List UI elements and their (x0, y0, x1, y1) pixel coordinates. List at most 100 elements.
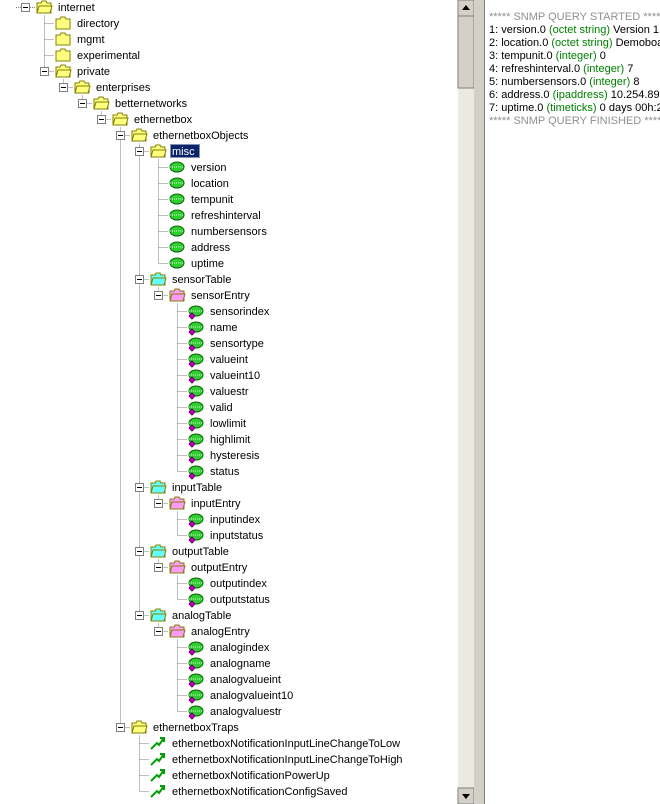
column-icon (188, 385, 204, 400)
tree-label[interactable]: uptime (191, 258, 224, 270)
tree-label[interactable]: misc (172, 146, 195, 158)
tree-label[interactable]: analogname (210, 658, 271, 670)
tree-label[interactable]: address (191, 242, 231, 254)
diamond (188, 600, 196, 608)
trap-arrow (150, 785, 165, 798)
tree-label[interactable]: inputEntry (191, 498, 241, 510)
column-icon (188, 529, 204, 544)
result-line: 4: refreshinterval.0 (integer) 7 (489, 63, 660, 76)
folder-open (131, 725, 148, 734)
tree-label[interactable]: analogEntry (191, 626, 250, 638)
column-icon (188, 353, 204, 368)
result-line: 3: tempunit.0 (integer) 0 (489, 50, 660, 63)
folder-open (169, 629, 186, 638)
tree-label[interactable]: sensortype (210, 338, 264, 350)
oid: 1: version.0 (489, 24, 546, 36)
tree-label[interactable]: location (191, 178, 229, 190)
value: 8 (633, 76, 640, 88)
diamond (188, 392, 196, 400)
tree-label[interactable]: analogTable (172, 610, 231, 622)
tree-label[interactable]: private (77, 66, 110, 78)
tree-label[interactable]: inputindex (210, 514, 261, 526)
value: 10.254.89.1 (610, 89, 660, 101)
folder-icon (36, 0, 53, 14)
oid: 3: tempunit.0 (489, 50, 553, 62)
entry-icon (169, 288, 186, 302)
tree-label[interactable]: ethernetboxObjects (153, 130, 249, 142)
tree-label[interactable]: hysteresis (210, 450, 260, 462)
diamond (188, 536, 196, 544)
tree-label[interactable]: name (210, 322, 238, 334)
value-type: (timeticks) (546, 102, 597, 114)
folder-open (150, 549, 167, 558)
tree-label[interactable]: status (210, 466, 240, 478)
entry-icon (169, 624, 186, 638)
tree-label[interactable]: valid (210, 402, 233, 414)
tree-label[interactable]: analogvalueint (210, 674, 281, 686)
folder-open (150, 485, 167, 494)
column-icon (188, 513, 204, 528)
diamond (188, 344, 196, 352)
tree-label[interactable]: numbersensors (191, 226, 267, 238)
tree-label[interactable]: refreshinterval (191, 210, 261, 222)
tree-label[interactable]: inputstatus (210, 530, 264, 542)
column-icon (188, 337, 204, 352)
tree-label[interactable]: outputTable (172, 546, 229, 558)
scrollbar-thumb[interactable] (457, 15, 475, 89)
tree-label[interactable]: outputEntry (191, 562, 248, 574)
tree-label[interactable]: sensorindex (210, 306, 270, 318)
tree-label[interactable]: tempunit (191, 194, 233, 206)
folder-open (93, 101, 110, 110)
folder-icon (55, 16, 71, 30)
folder-icon (150, 144, 167, 158)
result-line: 5: numbersensors.0 (integer) 8 (489, 76, 660, 89)
tree-label[interactable]: internet (58, 2, 95, 14)
table-icon (150, 544, 167, 558)
tree-label[interactable]: outputindex (210, 578, 267, 590)
scrollbar[interactable] (458, 0, 474, 804)
tree-label[interactable]: analogindex (210, 642, 270, 654)
table-icon (150, 272, 167, 286)
tree-label[interactable]: mgmt (77, 34, 105, 46)
tree-label[interactable]: sensorEntry (191, 290, 250, 302)
value: 7 (627, 63, 634, 75)
folder-open (169, 565, 186, 574)
focus (170, 144, 200, 158)
oid: 5: numbersensors.0 (489, 76, 587, 88)
tree-label[interactable]: outputstatus (210, 594, 270, 606)
tree-label[interactable]: ethernetboxNotificationInputLineChangeTo… (172, 754, 403, 766)
splitter[interactable] (474, 0, 484, 804)
tree-label[interactable]: lowlimit (210, 418, 246, 430)
value: 0 days 00h:27 (599, 102, 660, 114)
scalar-icon (169, 257, 185, 269)
diamond (188, 584, 196, 592)
result-line: 2: location.0 (octet string) Demoboar (489, 37, 660, 50)
tree-label[interactable]: highlimit (210, 434, 250, 446)
diamond (188, 328, 196, 336)
tree-label[interactable]: experimental (77, 50, 140, 62)
folder-shape (55, 32, 71, 46)
tree-label[interactable]: ethernetboxNotificationConfigSaved (172, 786, 348, 798)
tree-label[interactable]: ethernetboxNotificationPowerUp (172, 770, 330, 782)
folder-open (55, 69, 72, 78)
column-icon (188, 577, 204, 592)
tree-label[interactable]: valueint (210, 354, 248, 366)
tree-label[interactable]: enterprises (96, 82, 151, 94)
tree-label[interactable]: ethernetboxNotificationInputLineChangeTo… (172, 738, 400, 750)
tree-label[interactable]: analogvalueint10 (210, 690, 293, 702)
tree-label[interactable]: ethernetboxTraps (153, 722, 239, 734)
tree-label[interactable]: version (191, 162, 226, 174)
tree-label[interactable]: betternetworks (115, 98, 188, 110)
tree-label[interactable]: analogvaluestr (210, 706, 282, 718)
value-type: (integer) (555, 50, 597, 62)
tree-label[interactable]: directory (77, 18, 120, 30)
tree-label[interactable]: valuestr (210, 386, 249, 398)
tree-label[interactable]: sensorTable (172, 274, 231, 286)
diamond (188, 520, 196, 528)
scalar-icon (169, 193, 185, 205)
tree-label[interactable]: inputTable (172, 482, 222, 494)
tree-label[interactable]: ethernetbox (134, 114, 193, 126)
tree-label[interactable]: valueint10 (210, 370, 260, 382)
column-icon (188, 657, 204, 672)
diamond (188, 712, 196, 720)
